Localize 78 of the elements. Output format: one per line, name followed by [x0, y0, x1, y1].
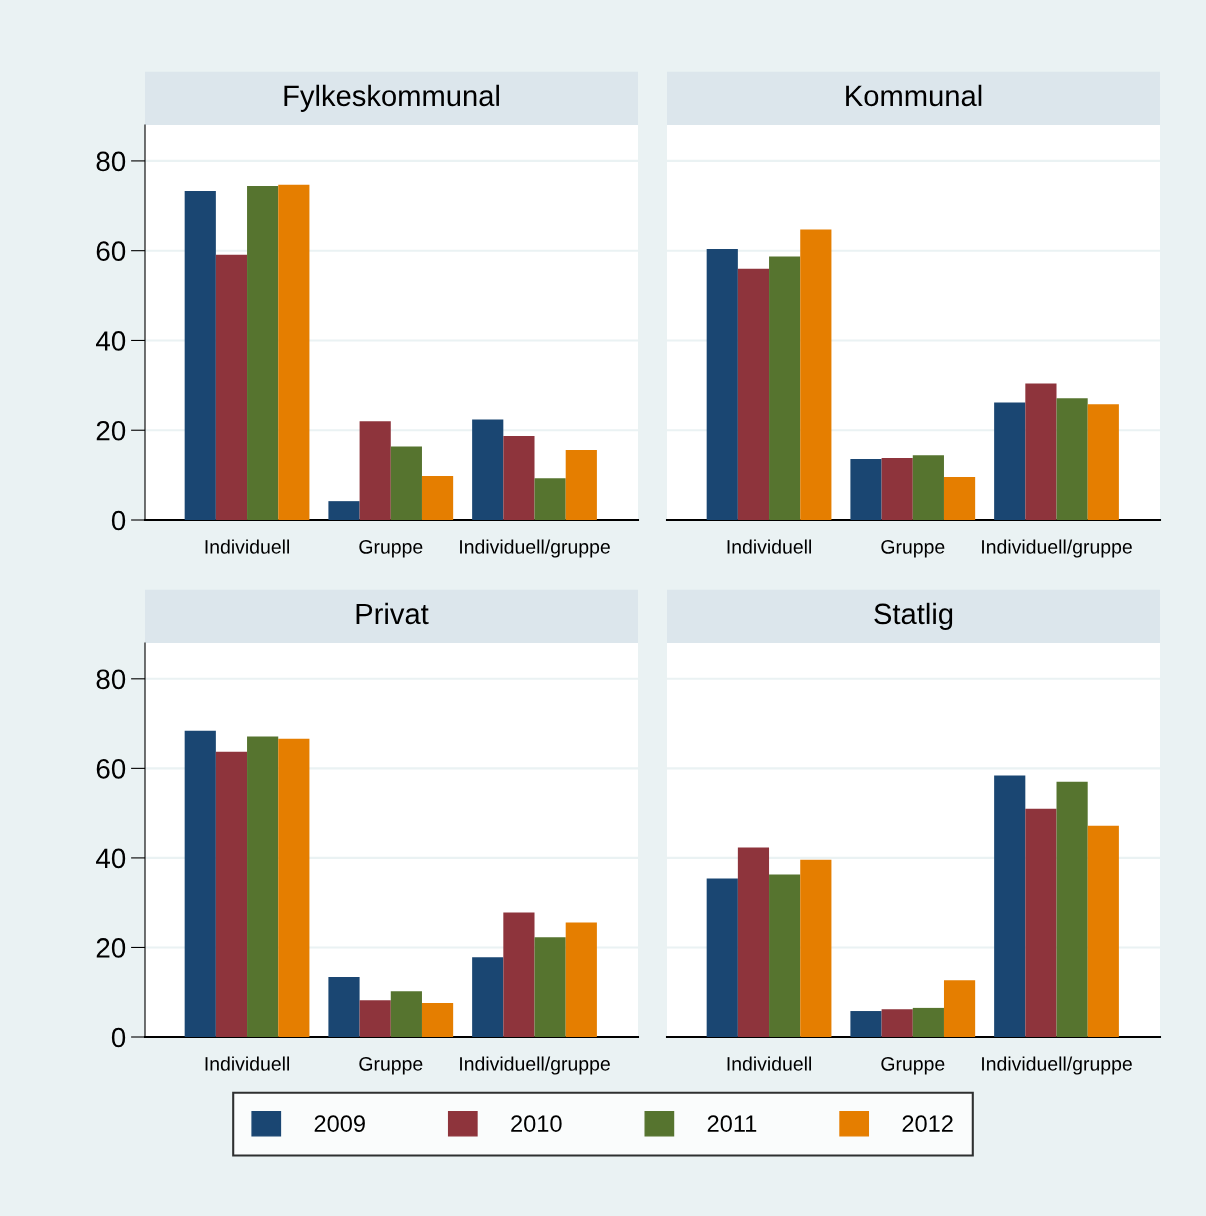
bar	[215, 254, 248, 520]
bar	[1087, 404, 1119, 520]
chart-title: Privat	[356, 602, 429, 625]
y-tick-label: 40	[95, 331, 126, 351]
bar	[737, 847, 770, 1037]
y-tick-label: 60	[96, 759, 126, 779]
bar	[503, 436, 535, 520]
x-tick-label: Individuell/gruppe	[982, 539, 1132, 558]
bar	[1025, 808, 1057, 1037]
x-tick-label: Individuell	[727, 539, 811, 554]
legend-label: 2011	[707, 1115, 757, 1132]
bar	[328, 501, 360, 520]
bar	[800, 859, 832, 1037]
bar	[850, 458, 882, 520]
bar	[247, 186, 279, 520]
x-tick-label: Individuell/gruppe	[982, 1056, 1132, 1075]
bar	[215, 751, 248, 1037]
bar	[943, 980, 976, 1037]
x-tick-label: Individuell	[205, 539, 289, 554]
bar	[328, 977, 360, 1037]
bar	[534, 937, 566, 1037]
bar	[359, 421, 391, 520]
x-tick-label: Gruppe	[881, 1056, 945, 1075]
bar	[472, 957, 504, 1037]
x-tick-label: Individuell	[205, 1056, 289, 1071]
bar	[943, 476, 976, 520]
bar	[737, 268, 770, 520]
x-tick-label: Gruppe	[359, 1056, 423, 1075]
chart-title: Kommunal	[846, 84, 982, 107]
bar	[769, 874, 801, 1037]
y-tick-label: 20	[96, 938, 126, 958]
y-tick-label: 0	[111, 510, 126, 531]
legend-label: 2012	[902, 1115, 953, 1132]
bar	[706, 878, 738, 1037]
bar	[503, 912, 535, 1037]
bar	[912, 455, 944, 520]
bar	[850, 1011, 882, 1037]
bar	[565, 449, 597, 520]
bar	[994, 402, 1026, 520]
legend-label: 2009	[314, 1115, 365, 1132]
y-tick-label: 60	[96, 241, 126, 262]
y-tick-label: 80	[96, 151, 126, 172]
bar	[278, 184, 310, 520]
bar	[994, 775, 1026, 1037]
bar	[472, 419, 504, 520]
y-tick-label: 40	[95, 848, 126, 869]
bar	[800, 229, 832, 520]
chart-title: Statlig	[874, 602, 953, 630]
bar	[1087, 825, 1119, 1037]
x-tick-label: Individuell/gruppe	[460, 1056, 610, 1075]
bar	[1025, 383, 1057, 520]
bar	[359, 1000, 391, 1037]
bar	[912, 1007, 944, 1037]
bar	[565, 922, 597, 1037]
x-tick-label: Individuell	[727, 1056, 811, 1071]
bar	[247, 736, 279, 1037]
bar	[278, 738, 310, 1037]
legend-label: 2010	[511, 1115, 562, 1132]
bar	[881, 1009, 913, 1037]
bar	[184, 730, 216, 1037]
bar	[390, 446, 422, 520]
bar	[769, 256, 801, 520]
x-tick-label: Gruppe	[359, 539, 423, 558]
y-tick-label: 0	[111, 1027, 126, 1048]
y-tick-label: 20	[96, 420, 126, 441]
bar	[390, 991, 422, 1037]
bar	[1056, 398, 1088, 520]
bar	[706, 248, 738, 520]
chart-title: Fylkeskommunal	[284, 84, 499, 112]
bar	[1056, 781, 1088, 1037]
bar	[421, 1002, 454, 1037]
bar	[534, 478, 566, 520]
bar	[881, 458, 913, 520]
bar	[421, 476, 454, 520]
bar	[184, 190, 216, 520]
y-tick-label: 80	[96, 669, 126, 690]
x-tick-label: Gruppe	[881, 539, 945, 558]
x-tick-label: Individuell/gruppe	[460, 539, 610, 558]
